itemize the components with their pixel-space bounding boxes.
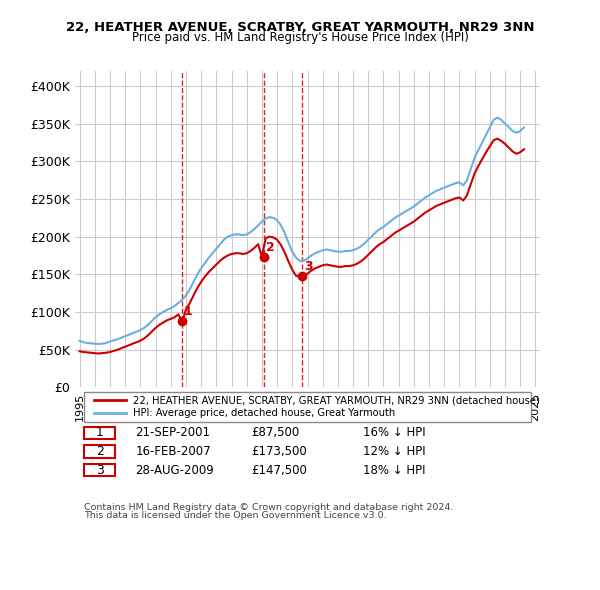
Bar [84,427,115,439]
Text: £173,500: £173,500 [252,445,307,458]
Text: £147,500: £147,500 [252,464,308,477]
Text: 2: 2 [96,445,104,458]
Text: 16% ↓ HPI: 16% ↓ HPI [364,427,426,440]
Text: Price paid vs. HM Land Registry's House Price Index (HPI): Price paid vs. HM Land Registry's House … [131,31,469,44]
Text: 12% ↓ HPI: 12% ↓ HPI [364,445,426,458]
Bar [84,392,530,422]
Text: 21-SEP-2001: 21-SEP-2001 [136,427,211,440]
Text: 16-FEB-2007: 16-FEB-2007 [136,445,211,458]
Text: 1: 1 [184,306,193,319]
Text: 3: 3 [304,260,313,273]
Text: 22, HEATHER AVENUE, SCRATBY, GREAT YARMOUTH, NR29 3NN: 22, HEATHER AVENUE, SCRATBY, GREAT YARMO… [66,21,534,34]
Text: 22, HEATHER AVENUE, SCRATBY, GREAT YARMOUTH, NR29 3NN (detached house): 22, HEATHER AVENUE, SCRATBY, GREAT YARMO… [133,395,540,405]
Text: HPI: Average price, detached house, Great Yarmouth: HPI: Average price, detached house, Grea… [133,408,395,418]
Bar [84,464,115,476]
Text: 18% ↓ HPI: 18% ↓ HPI [364,464,426,477]
Text: £87,500: £87,500 [252,427,300,440]
Text: 1: 1 [96,427,104,440]
Text: 2: 2 [266,241,275,254]
Text: This data is licensed under the Open Government Licence v3.0.: This data is licensed under the Open Gov… [84,511,387,520]
Bar [84,445,115,458]
Text: Contains HM Land Registry data © Crown copyright and database right 2024.: Contains HM Land Registry data © Crown c… [84,503,454,512]
Text: 28-AUG-2009: 28-AUG-2009 [136,464,214,477]
Text: 3: 3 [96,464,104,477]
